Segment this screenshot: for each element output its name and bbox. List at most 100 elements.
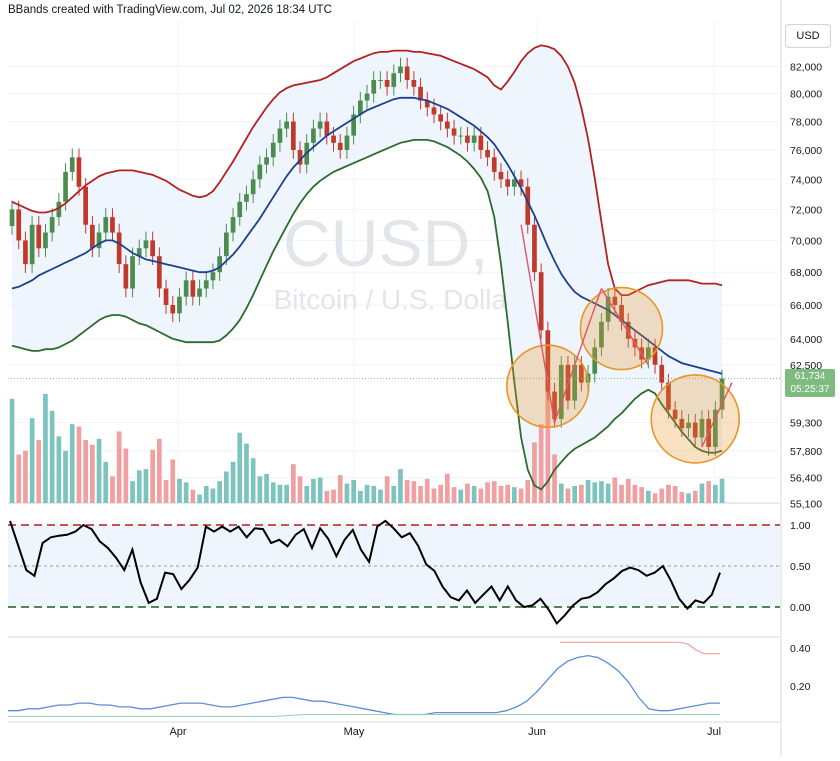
candle-body [49, 217, 55, 233]
upper-band-line [11, 44, 723, 297]
volume-bar [451, 487, 457, 503]
candle-body [56, 201, 62, 218]
volume-bar [572, 486, 577, 503]
volume-bar [36, 440, 42, 503]
volume-bar [612, 477, 618, 503]
candle-body [424, 100, 430, 108]
candle-body [317, 121, 323, 129]
bandwidth-baseline [8, 714, 720, 717]
candle-body [291, 121, 296, 150]
volume-bar [491, 481, 497, 503]
volume-bar [143, 469, 149, 503]
candle-body [445, 121, 450, 129]
candle-body [538, 272, 544, 331]
volume-bar [652, 493, 658, 503]
volume-bar [304, 486, 310, 503]
candle-body [451, 128, 457, 136]
candle-body [257, 164, 263, 180]
trend-stroke-4 [701, 382, 733, 448]
candle-body [203, 280, 209, 289]
band-lines [8, 44, 780, 491]
volume-bar [224, 471, 229, 503]
volume-bar [692, 490, 698, 503]
price-tick-label: 80,000 [790, 89, 822, 101]
bandwidth-pane [8, 641, 720, 717]
candle-body [217, 256, 222, 273]
candle-body [177, 296, 182, 314]
candle-body [545, 330, 551, 392]
oscillator-tick-label: 1.00 [790, 520, 811, 532]
price-tick-label: 74,000 [790, 174, 822, 186]
volume-bar [270, 482, 276, 503]
volume-bar [465, 483, 470, 503]
volume-bar [110, 476, 115, 503]
volume-bar [76, 426, 82, 503]
volume-bar [632, 484, 638, 503]
volume-bar [351, 480, 356, 503]
volume-bar [378, 489, 383, 503]
candle-body [90, 224, 95, 249]
candle-body [83, 186, 88, 225]
highlight-circle-2 [579, 286, 664, 371]
candle-body [391, 73, 397, 87]
volume-bar [116, 431, 122, 503]
candle-body [36, 224, 42, 249]
volume-bar [639, 487, 644, 503]
candle-body [9, 209, 15, 226]
candle-body [16, 209, 22, 241]
candle-body [110, 217, 115, 233]
bandwidth-tick-label: 0.20 [790, 681, 811, 693]
candle-body [659, 364, 665, 383]
candle-body [344, 135, 350, 150]
price-tick-label: 55,100 [790, 498, 822, 510]
volume-bar [130, 481, 135, 503]
volume-bar [43, 393, 48, 503]
candle-body [237, 201, 243, 218]
candle-body [371, 80, 377, 94]
price-tick-label: 70,000 [790, 235, 822, 247]
time-tick-label: May [344, 726, 365, 738]
annotations [505, 224, 741, 464]
candle-body [130, 256, 135, 289]
candle-body [264, 157, 269, 165]
volume-bar [438, 484, 443, 503]
time-tick-label: Jun [528, 726, 546, 738]
volume-bar [344, 483, 350, 503]
volume-bar [398, 469, 403, 503]
price-tick-label: 64,000 [790, 334, 822, 346]
candle-body [666, 382, 671, 410]
candle-body [277, 128, 283, 143]
candle-body [297, 150, 303, 165]
volume-bar [478, 488, 484, 503]
volume-bar [706, 481, 711, 503]
candle-body [210, 272, 216, 281]
volume-bar [297, 476, 303, 503]
volume-bar [230, 461, 236, 503]
volume-bar [284, 484, 289, 503]
volume-bar [257, 476, 263, 503]
last-price-countdown: 05:25:37 [790, 384, 830, 395]
volume-bar [699, 483, 705, 503]
volume-bar [217, 481, 222, 503]
candle-body [699, 418, 705, 438]
volume-bar [150, 449, 155, 503]
currency-button[interactable]: USD [785, 24, 831, 48]
volume-bar [136, 470, 142, 503]
candle-body [692, 422, 698, 438]
time-tick-label: Jul [707, 726, 721, 738]
volume-bar [9, 398, 15, 503]
volume-bars [9, 383, 725, 503]
volume-bar [599, 481, 604, 503]
volume-bar [237, 432, 243, 503]
candle-body [672, 409, 678, 419]
candle-body [625, 321, 631, 339]
volume-bar [458, 489, 464, 503]
volume-bar [311, 478, 316, 503]
candle-body [358, 100, 363, 115]
candle-body [43, 232, 48, 249]
candle-body [324, 121, 330, 136]
candle-body [284, 121, 289, 129]
candle-body [646, 347, 651, 360]
